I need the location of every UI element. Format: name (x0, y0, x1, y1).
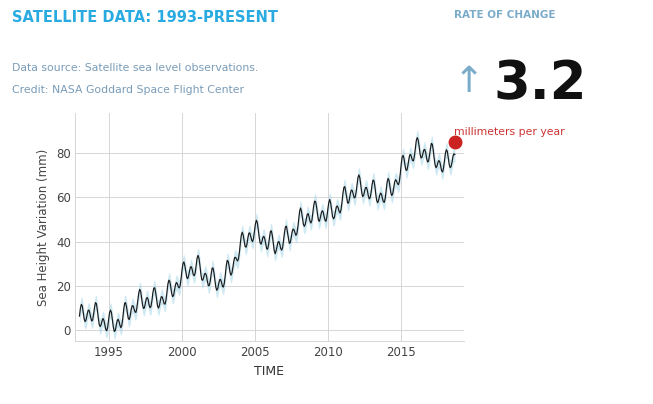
Text: SATELLITE DATA: 1993-PRESENT: SATELLITE DATA: 1993-PRESENT (12, 10, 278, 25)
Text: RATE OF CHANGE: RATE OF CHANGE (454, 10, 555, 20)
Text: millimeters per year: millimeters per year (454, 127, 564, 137)
Text: 3.2: 3.2 (493, 59, 586, 111)
Y-axis label: Sea Height Variation (mm): Sea Height Variation (mm) (37, 149, 50, 306)
Text: Credit: NASA Goddard Space Flight Center: Credit: NASA Goddard Space Flight Center (12, 85, 244, 95)
Text: Data source: Satellite sea level observations.: Data source: Satellite sea level observa… (12, 63, 258, 73)
Text: ↑: ↑ (454, 65, 484, 99)
X-axis label: TIME: TIME (255, 366, 284, 379)
